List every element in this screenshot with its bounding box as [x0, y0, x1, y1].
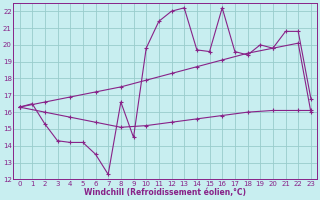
X-axis label: Windchill (Refroidissement éolien,°C): Windchill (Refroidissement éolien,°C)	[84, 188, 246, 197]
